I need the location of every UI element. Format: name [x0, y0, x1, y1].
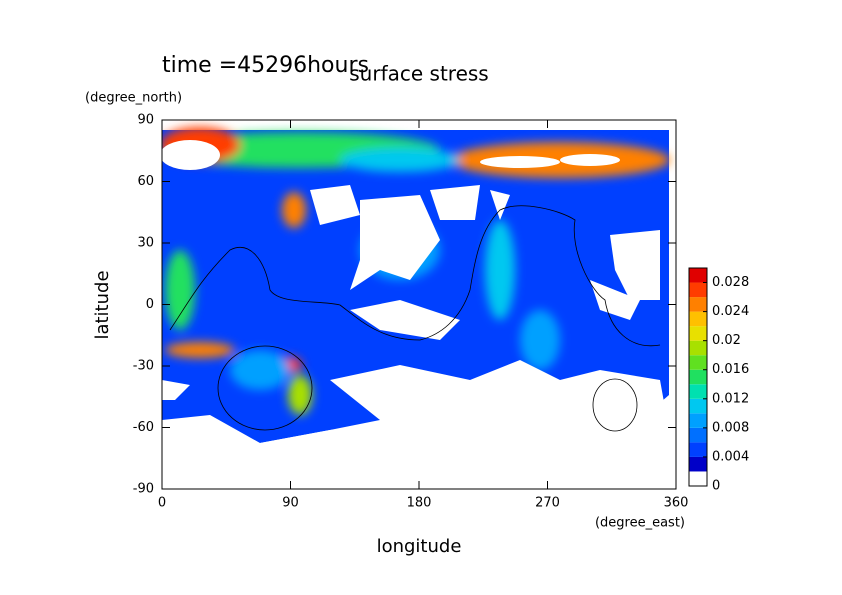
colorbar-segment	[689, 442, 707, 457]
colorbar-segment	[689, 471, 707, 486]
colorbar-segment	[689, 369, 707, 385]
colorbar-segment	[689, 297, 707, 312]
y-tick-label: -90	[133, 482, 154, 497]
colorbar-segment	[689, 384, 707, 399]
y-tick-label: 0	[146, 297, 154, 312]
x-tick-label: 0	[158, 496, 166, 511]
colorbar-tick-label: 0.016	[712, 362, 749, 377]
colorbar-tick-label: 0.024	[712, 304, 749, 319]
colorbar-tick-label: 0.028	[712, 275, 749, 290]
colorbar-segment	[689, 413, 707, 428]
colorbar-tick-label: 0.004	[712, 449, 749, 464]
colorbar-frame	[688, 267, 708, 487]
x-tick-label: 360	[664, 496, 689, 511]
x-tick-label: 90	[282, 496, 299, 511]
colorbar-tick-label: 0.012	[712, 391, 749, 406]
colorbar-segment	[689, 398, 707, 414]
chart-title: surface stress	[349, 62, 488, 86]
colorbar-tick-label: 0	[712, 479, 720, 494]
x-unit: (degree_east)	[595, 516, 685, 531]
colorbar-segment	[689, 282, 707, 298]
colorbar-segment	[689, 268, 707, 283]
colorbar-tick-label: 0.02	[712, 333, 741, 348]
colorbar-tick-label: 0.008	[712, 420, 749, 435]
y-tick-label: 90	[137, 113, 154, 128]
contour-field	[162, 127, 670, 489]
colorbar-segment	[689, 427, 707, 443]
colorbar-segment	[689, 311, 707, 327]
y-tick-label: -30	[133, 359, 154, 374]
y-tick-label: 60	[137, 174, 154, 189]
x-tick-label: 270	[535, 496, 560, 511]
subtitle: time =45296hours	[162, 53, 369, 78]
y-tick-label: 30	[137, 236, 154, 251]
colorbar-segment	[689, 326, 707, 341]
y-unit: (degree_north)	[85, 91, 182, 106]
x-tick-label: 180	[407, 496, 432, 511]
colorbar-segment	[689, 456, 707, 472]
y-axis-label: latitude	[92, 270, 113, 339]
x-axis-label: longitude	[377, 536, 462, 557]
colorbar-segment	[689, 340, 707, 356]
coastline	[169, 205, 661, 432]
y-tick-label: -60	[133, 420, 154, 435]
colorbar-segment	[689, 355, 707, 370]
